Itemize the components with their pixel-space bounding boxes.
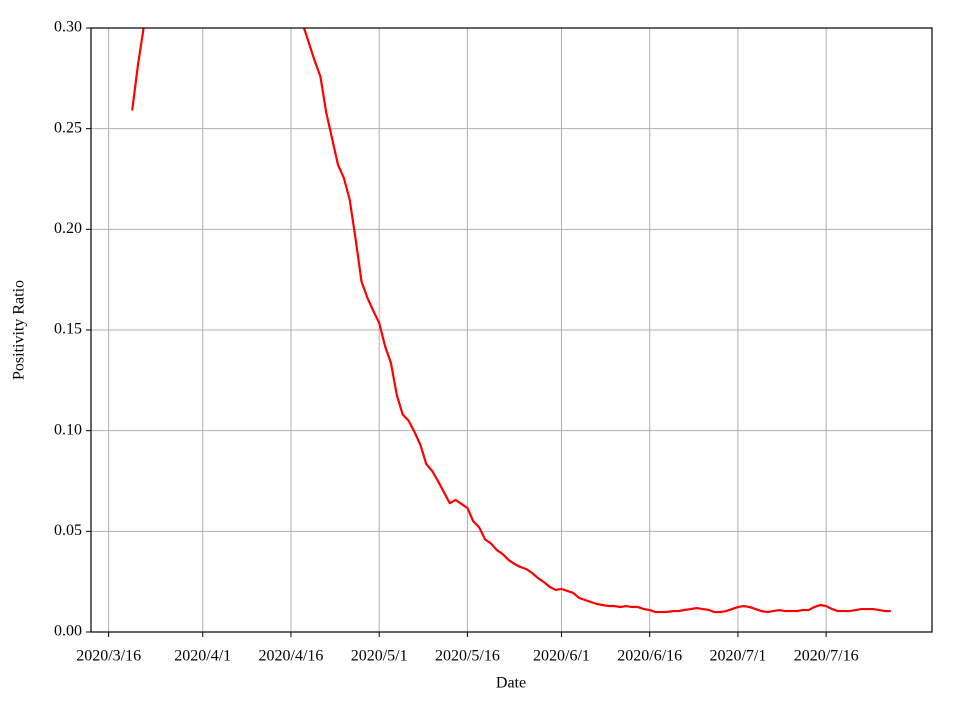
x-tick-label: 2020/4/1 bbox=[174, 648, 231, 665]
y-tick-label: 0.25 bbox=[54, 119, 82, 136]
y-tick-label: 0.30 bbox=[54, 19, 82, 36]
x-tick-label: 2020/4/16 bbox=[259, 648, 324, 665]
y-tick-label: 0.10 bbox=[54, 421, 82, 438]
y-tick-label: 0.05 bbox=[54, 522, 82, 539]
y-tick-label: 0.15 bbox=[54, 321, 82, 338]
x-axis-label: Date bbox=[496, 675, 526, 692]
x-tick-label: 2020/5/16 bbox=[435, 648, 500, 665]
x-tick-label: 2020/7/16 bbox=[794, 648, 859, 665]
data-line bbox=[131, 28, 145, 111]
y-tick-label: 0.00 bbox=[54, 623, 82, 640]
y-axis-label: Positivity Ratio bbox=[11, 280, 28, 380]
x-tick-label: 2020/6/16 bbox=[617, 648, 682, 665]
x-tick-label: 2020/3/16 bbox=[76, 648, 141, 665]
x-tick-label: 2020/5/1 bbox=[351, 648, 408, 665]
x-tick-label: 2020/6/1 bbox=[533, 648, 590, 665]
x-tick-label: 2020/7/1 bbox=[709, 648, 766, 665]
data-line bbox=[302, 28, 891, 614]
y-tick-label: 0.20 bbox=[54, 220, 82, 237]
